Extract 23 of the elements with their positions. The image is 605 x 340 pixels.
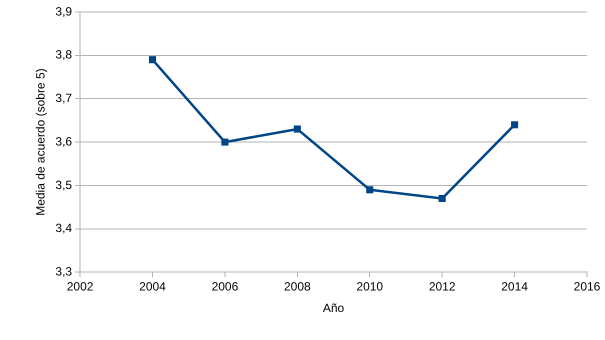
point [148, 56, 156, 64]
y-tick-label: 3,8 [55, 48, 72, 62]
y-tick-label: 3,9 [55, 4, 72, 18]
point [438, 194, 446, 202]
point [221, 138, 228, 146]
y-tick-label: 3,4 [55, 221, 72, 236]
x-tick-label: 2012 [428, 280, 456, 294]
x-axis-title: Año [322, 301, 345, 316]
x-tick-label: 2008 [284, 280, 311, 294]
point [511, 121, 518, 128]
x-tick-label: 2002 [66, 280, 94, 294]
point [294, 126, 301, 133]
x-tick-label: 2014 [501, 280, 528, 294]
x-tick-label: 2010 [356, 280, 384, 294]
y-tick-label: 3,5 [55, 178, 72, 192]
y-tick-label: 3,3 [55, 264, 72, 279]
x-tick-label: 2016 [574, 280, 601, 294]
x-tick-label: 2004 [139, 280, 166, 294]
point [366, 186, 374, 194]
y-tick-label: 3,7 [55, 91, 72, 106]
x-tick-label: 2006 [212, 280, 239, 294]
y-axis-title: Media de acuerdo (sobre 5) [34, 68, 48, 216]
y-tick-label: 3,6 [55, 134, 72, 148]
